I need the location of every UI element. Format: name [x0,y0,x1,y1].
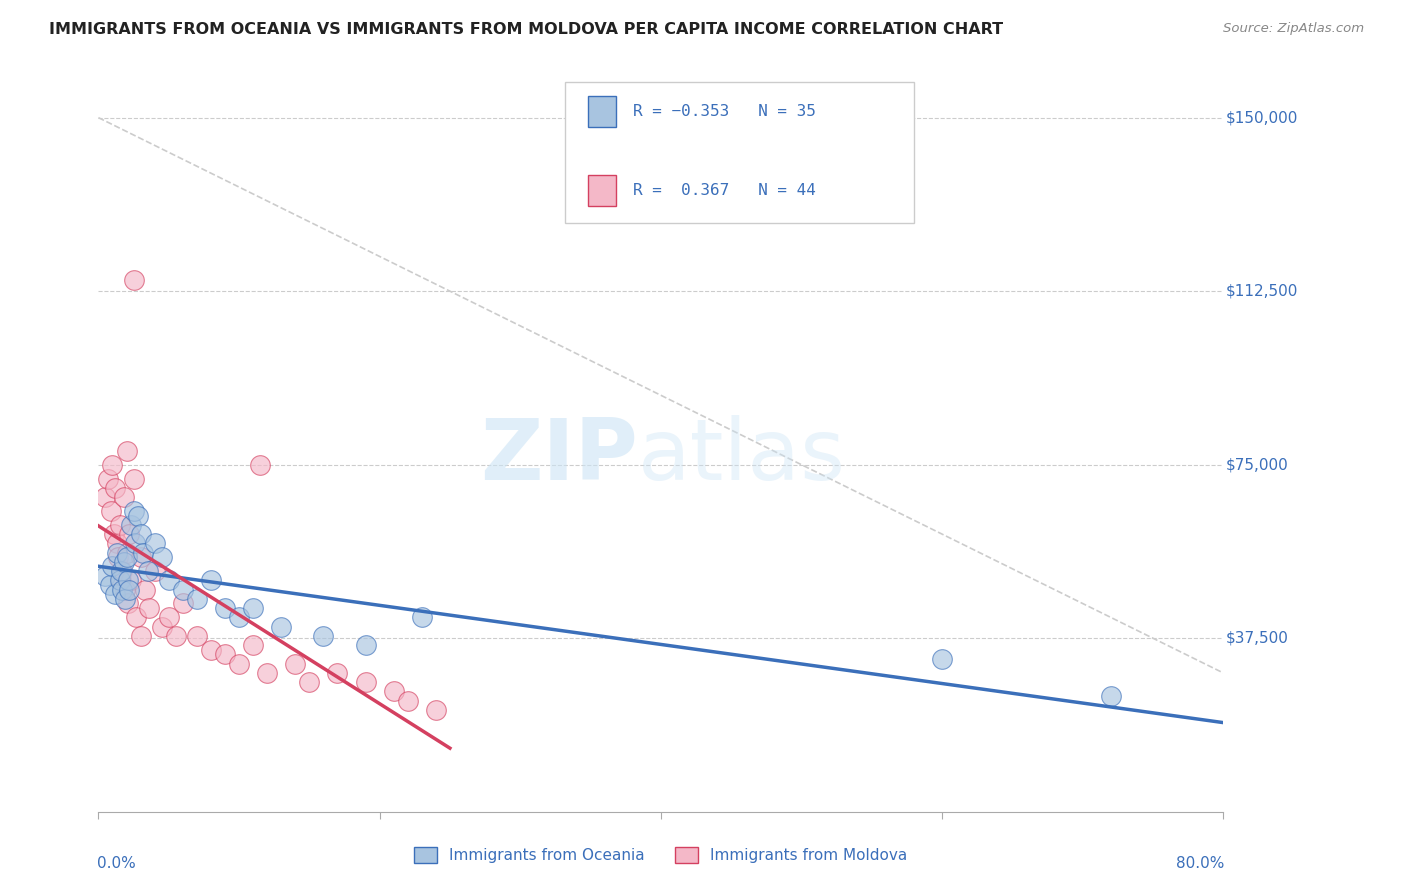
Point [326,665,349,680]
Point [105,545,128,560]
Point [114,582,136,597]
Point [107,550,129,565]
Point [97,471,120,485]
Point [117,597,139,611]
Point [101,458,124,472]
Point [132,545,155,560]
Point [125,610,148,624]
Point [411,610,433,624]
Point [172,582,194,597]
Point [143,564,166,578]
Point [112,490,135,504]
Point [101,559,124,574]
Point [425,703,447,717]
Point [143,536,166,550]
Text: 80.0%: 80.0% [1175,856,1225,871]
Point [120,574,142,588]
Point [150,550,173,565]
Point [94,568,117,582]
Text: 0.0%: 0.0% [97,856,136,871]
Point [122,504,145,518]
Point [129,527,152,541]
Point [931,652,953,666]
Point [200,642,222,657]
Point [110,574,132,588]
Point [138,601,160,615]
Point [114,591,136,606]
Point [242,638,264,652]
Point [186,629,208,643]
Point [108,517,131,532]
Text: ZIP: ZIP [481,415,638,498]
Point [103,527,125,541]
Point [312,629,335,643]
Text: $112,500: $112,500 [1226,284,1298,299]
Point [284,657,307,671]
Point [157,610,180,624]
Point [165,629,187,643]
Point [214,601,236,615]
Point [115,545,138,560]
Text: R = −0.353   N = 35: R = −0.353 N = 35 [633,103,815,119]
Point [200,574,222,588]
Point [124,536,146,550]
Point [104,481,127,495]
Point [94,490,117,504]
FancyBboxPatch shape [588,95,616,127]
FancyBboxPatch shape [565,82,914,223]
Point [115,550,138,565]
Point [270,619,292,633]
Point [111,582,134,597]
Point [98,578,121,592]
Point [354,675,377,690]
Legend: Immigrants from Oceania, Immigrants from Moldova: Immigrants from Oceania, Immigrants from… [406,839,915,871]
Point [396,694,419,708]
Point [228,657,250,671]
Text: $150,000: $150,000 [1226,110,1298,125]
Point [108,574,131,588]
Point [118,527,141,541]
Point [134,582,156,597]
Text: $75,000: $75,000 [1226,458,1289,472]
Point [129,550,152,565]
Point [104,587,127,601]
Point [122,471,145,485]
Point [382,684,405,698]
Point [298,675,321,690]
Point [111,564,134,578]
Point [112,555,135,569]
Point [120,517,142,532]
Point [122,272,145,286]
Point [117,574,139,588]
Point [354,638,377,652]
Point [115,443,138,458]
Point [186,591,208,606]
Point [157,574,180,588]
Point [118,582,141,597]
Point [256,665,278,680]
Point [228,610,250,624]
Point [136,564,159,578]
FancyBboxPatch shape [588,175,616,206]
Text: Source: ZipAtlas.com: Source: ZipAtlas.com [1223,22,1364,36]
Point [127,508,149,523]
Point [105,536,128,550]
Point [1099,689,1122,703]
Point [172,597,194,611]
Point [129,629,152,643]
Point [100,504,122,518]
Point [249,458,271,472]
Text: atlas: atlas [638,415,846,498]
Point [150,619,173,633]
Point [242,601,264,615]
Point [110,564,132,578]
Text: R =  0.367   N = 44: R = 0.367 N = 44 [633,183,815,198]
Point [214,648,236,662]
Text: IMMIGRANTS FROM OCEANIA VS IMMIGRANTS FROM MOLDOVA PER CAPITA INCOME CORRELATION: IMMIGRANTS FROM OCEANIA VS IMMIGRANTS FR… [49,22,1004,37]
Text: $37,500: $37,500 [1226,631,1289,646]
